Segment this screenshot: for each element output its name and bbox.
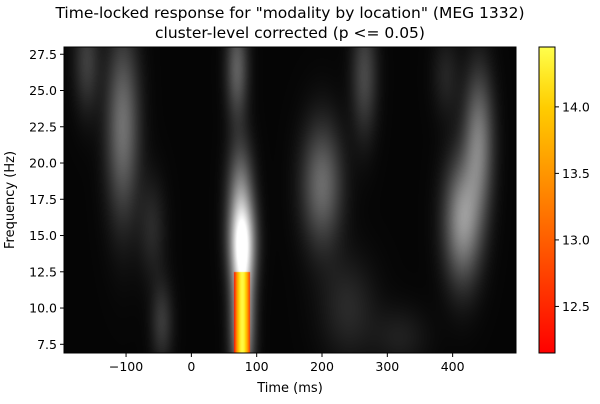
y-tick-label: 10.0 bbox=[29, 301, 57, 316]
y-axis-label: Frequency (Hz) bbox=[3, 151, 18, 249]
y-tick-label: 12.5 bbox=[29, 264, 57, 279]
x-tick-label: 300 bbox=[375, 359, 399, 374]
y-tick-label: 25.0 bbox=[29, 83, 57, 98]
colorbar-tick-label: 13.0 bbox=[562, 232, 590, 247]
y-tick-label: 7.5 bbox=[37, 337, 57, 352]
colorbar: 12.5 13.0 13.5 14.0 bbox=[538, 46, 590, 354]
x-tick-label: 100 bbox=[245, 359, 269, 374]
x-tick-label: 0 bbox=[187, 359, 195, 374]
plot-area bbox=[64, 47, 516, 353]
y-tick-label: 22.5 bbox=[29, 119, 57, 134]
colorbar-tick-label: 12.5 bbox=[562, 299, 590, 314]
x-tick-label: 200 bbox=[310, 359, 334, 374]
y-tick-label: 20.0 bbox=[29, 156, 57, 171]
y-axis: 7.5 10.0 12.5 15.0 17.5 20.0 22.5 25.0 27.5 bbox=[29, 47, 64, 352]
x-axis-label: Time (ms) bbox=[256, 381, 323, 396]
y-tick-label: 27.5 bbox=[29, 47, 57, 62]
y-tick-label: 15.0 bbox=[29, 228, 57, 243]
colorbar-tick-label: 14.0 bbox=[562, 99, 590, 114]
y-tick-label: 17.5 bbox=[29, 192, 57, 207]
heatmap-image bbox=[64, 47, 516, 353]
chart-subtitle: cluster-level corrected (p <= 0.05) bbox=[155, 24, 425, 42]
plot-frame bbox=[63, 46, 517, 354]
colorbar-gradient bbox=[538, 46, 556, 354]
x-tick-label: −100 bbox=[109, 359, 143, 374]
x-tick-label: 400 bbox=[441, 359, 465, 374]
chart-title: Time-locked response for "modality by lo… bbox=[54, 4, 524, 22]
colorbar-tick-label: 13.5 bbox=[562, 166, 590, 181]
x-axis: −100 0 100 200 300 400 bbox=[109, 353, 465, 374]
